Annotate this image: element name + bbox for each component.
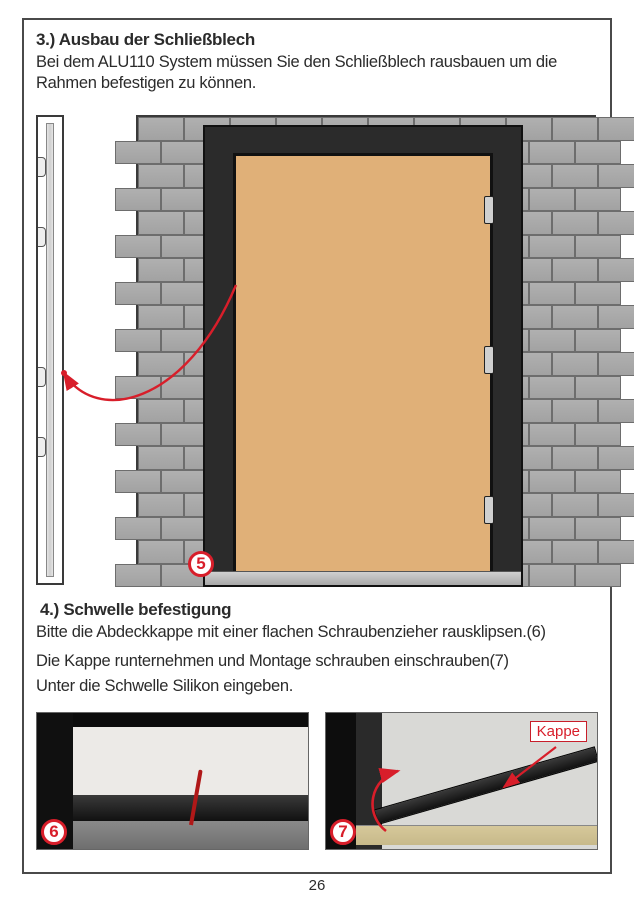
figure-5: 5 bbox=[36, 115, 598, 585]
door-panel bbox=[233, 153, 493, 575]
figure-badge-7: 7 bbox=[330, 819, 356, 845]
section-4: 4.) Schwelle befestigung Bitte die Abdec… bbox=[36, 600, 598, 697]
photo-6: 6 bbox=[36, 712, 309, 850]
section-4-heading: 4.) Schwelle befestigung bbox=[40, 600, 598, 620]
photo6-floor bbox=[73, 821, 308, 849]
section-3-text: Bei dem ALU110 System müssen Sie den Sch… bbox=[36, 52, 598, 94]
door-threshold bbox=[205, 571, 521, 585]
section-4-line2: Die Kappe runternehmen und Montage schra… bbox=[36, 651, 598, 672]
hinge-icon bbox=[484, 196, 494, 224]
section-4-line1: Bitte die Abdeckkappe mit einer flachen … bbox=[36, 622, 598, 643]
section-3: 3.) Ausbau der Schließblech Bei dem ALU1… bbox=[36, 30, 598, 94]
hinge-icon bbox=[484, 346, 494, 374]
photo-7: Kappe 7 bbox=[325, 712, 598, 850]
page-number: 26 bbox=[0, 877, 634, 894]
figure-badge-5: 5 bbox=[188, 551, 214, 577]
section-3-heading: 3.) Ausbau der Schließblech bbox=[36, 30, 598, 50]
hinge-icon bbox=[484, 496, 494, 524]
photo7-sill bbox=[356, 825, 597, 845]
door-illustration: 5 bbox=[136, 115, 596, 585]
photo-row: 6 Kappe 7 bbox=[36, 712, 598, 850]
door-frame bbox=[203, 125, 523, 587]
figure-badge-6: 6 bbox=[41, 819, 67, 845]
section-4-line3: Unter die Schwelle Silikon eingeben. bbox=[36, 676, 598, 697]
kappe-label: Kappe bbox=[530, 721, 587, 742]
photo6-top-bar bbox=[73, 713, 308, 727]
